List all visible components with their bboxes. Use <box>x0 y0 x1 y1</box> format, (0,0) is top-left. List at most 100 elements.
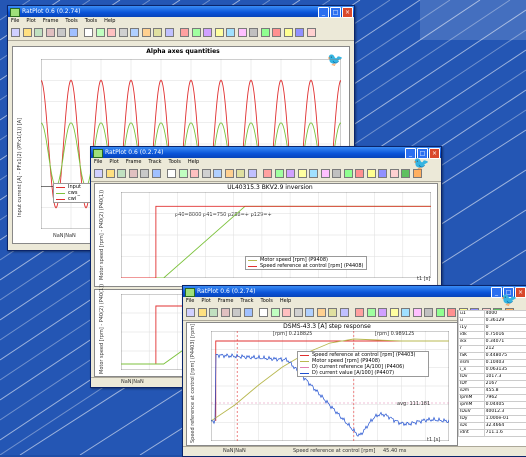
redo-icon[interactable] <box>179 169 188 178</box>
export-icon[interactable] <box>261 28 270 37</box>
open-icon[interactable] <box>23 28 32 37</box>
maximize-button[interactable]: □ <box>330 7 341 18</box>
menu-tools[interactable]: Tools <box>169 158 181 167</box>
zoom-in-icon[interactable] <box>282 308 291 317</box>
zoom-in-icon[interactable] <box>190 169 199 178</box>
menu-file[interactable]: File <box>11 17 19 26</box>
menu-tools[interactable]: Tools <box>261 297 273 306</box>
help-icon[interactable] <box>378 169 387 178</box>
grid-icon[interactable] <box>225 169 234 178</box>
undo-icon[interactable] <box>259 308 268 317</box>
line-icon[interactable] <box>390 308 399 317</box>
plot-area-top[interactable]: UL40315.3 BKV2.9 inversion 🐦 p40=8000 p4… <box>94 183 438 287</box>
settings-icon[interactable] <box>367 169 376 178</box>
scatter-icon[interactable] <box>401 308 410 317</box>
zoom-out-icon[interactable] <box>119 28 128 37</box>
close-button[interactable]: × <box>429 148 440 159</box>
save-icon[interactable] <box>117 169 126 178</box>
go-icon[interactable] <box>401 169 410 178</box>
save-icon[interactable] <box>209 308 218 317</box>
measure-icon[interactable] <box>180 28 189 37</box>
select-icon[interactable] <box>378 308 387 317</box>
fit-icon[interactable] <box>130 28 139 37</box>
paste-icon[interactable] <box>244 308 253 317</box>
menu-track[interactable]: Track <box>148 158 161 167</box>
redo-icon[interactable] <box>96 28 105 37</box>
grid-icon[interactable] <box>142 28 151 37</box>
legend-icon[interactable] <box>332 169 341 178</box>
export-icon[interactable] <box>344 169 353 178</box>
menu-frame[interactable]: Frame <box>43 17 59 26</box>
pan-icon[interactable] <box>275 169 284 178</box>
info-icon[interactable] <box>307 28 316 37</box>
cut-icon[interactable] <box>46 28 55 37</box>
legend-icon[interactable] <box>249 28 258 37</box>
cursor-icon[interactable] <box>328 308 337 317</box>
open-icon[interactable] <box>106 169 115 178</box>
zoom-out-icon[interactable] <box>294 308 303 317</box>
legend-icon[interactable] <box>424 308 433 317</box>
scatter-icon[interactable] <box>226 28 235 37</box>
menu-help[interactable]: Help <box>188 158 199 167</box>
menu-help[interactable]: Help <box>104 17 115 26</box>
print-icon[interactable] <box>447 308 456 317</box>
export-icon[interactable] <box>436 308 445 317</box>
menu-tools[interactable]: Tools <box>85 17 97 26</box>
zoom-out-icon[interactable] <box>202 169 211 178</box>
menu-file[interactable]: File <box>94 158 102 167</box>
new-icon[interactable] <box>186 308 195 317</box>
cursor-icon[interactable] <box>153 28 162 37</box>
fit-icon[interactable] <box>305 308 314 317</box>
select-icon[interactable] <box>286 169 295 178</box>
pan-icon[interactable] <box>192 28 201 37</box>
window-step-response[interactable]: RatPlot 0.6 (0.2.74) _ □ × File Plot Fra… <box>182 285 526 457</box>
open-icon[interactable] <box>198 308 207 317</box>
menu-plot[interactable]: Plot <box>26 17 35 26</box>
scatter-icon[interactable] <box>309 169 318 178</box>
plot-area[interactable]: DSMS-43.3 [A] step response Speed refere… <box>186 322 458 446</box>
select-icon[interactable] <box>203 28 212 37</box>
paste-icon[interactable] <box>69 28 78 37</box>
marker-icon[interactable] <box>248 169 257 178</box>
settings-icon[interactable] <box>284 28 293 37</box>
copy-icon[interactable] <box>140 169 149 178</box>
grid-icon[interactable] <box>317 308 326 317</box>
minimize-button[interactable]: _ <box>318 7 329 18</box>
cut-icon[interactable] <box>129 169 138 178</box>
menu-track[interactable]: Tools <box>65 17 77 26</box>
menu-help[interactable]: Help <box>280 297 291 306</box>
close-button[interactable]: × <box>342 7 353 18</box>
menu-plot[interactable]: Plot <box>201 297 210 306</box>
line-icon[interactable] <box>215 28 224 37</box>
window-titlebar[interactable]: RatPlot 0.6 (0.2.74) _ □ × <box>183 286 526 297</box>
window-titlebar[interactable]: RatPlot 0.6 (0.2.74) _ □ × <box>8 6 354 17</box>
marker-icon[interactable] <box>340 308 349 317</box>
pan-icon[interactable] <box>367 308 376 317</box>
bar-icon[interactable] <box>321 169 330 178</box>
cut-icon[interactable] <box>221 308 230 317</box>
redo-icon[interactable] <box>271 308 280 317</box>
undo-icon[interactable] <box>84 28 93 37</box>
menu-frame[interactable]: Frame <box>218 297 234 306</box>
paste-icon[interactable] <box>152 169 161 178</box>
window-titlebar[interactable]: RatPlot 0.6 (0.2.74) _ □ × <box>91 147 441 158</box>
print-icon[interactable] <box>272 28 281 37</box>
measure-icon[interactable] <box>355 308 364 317</box>
